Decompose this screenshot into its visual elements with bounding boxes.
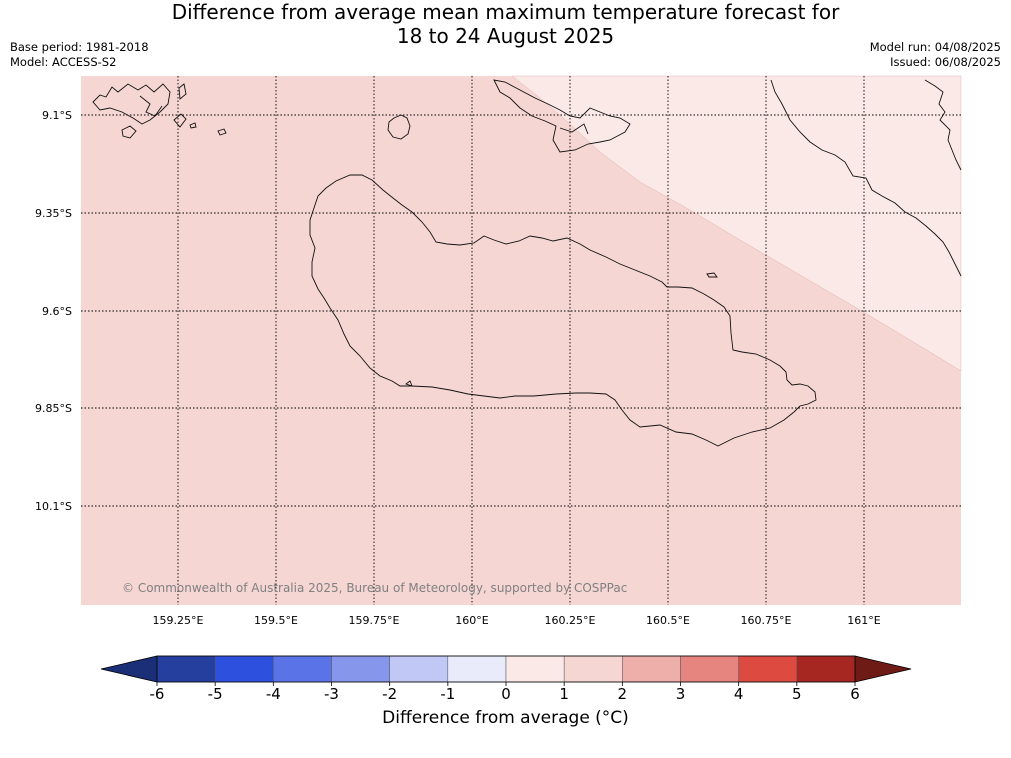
lat-label: 9.1°S <box>42 109 72 122</box>
meta-right: Model run: 04/08/2025 Issued: 06/08/2025 <box>870 40 1001 70</box>
lon-label: 159.25°E <box>153 614 204 627</box>
lon-label: 160.5°E <box>646 614 690 627</box>
russell-islands <box>92 83 171 125</box>
russell-islands-inner <box>139 95 163 117</box>
lon-label: 160.75°E <box>741 614 792 627</box>
lon-label: 161°E <box>847 614 880 627</box>
nggela-inner-channel <box>559 123 589 135</box>
coastlines <box>92 79 962 447</box>
russell-islet-e <box>178 83 187 100</box>
model-run-text: Model run: 04/08/2025 <box>869 40 1001 54</box>
model-text: Model: ACCESS-S2 <box>10 55 117 69</box>
lon-label: 159.5°E <box>254 614 298 627</box>
lat-labels: 9.1°S 9.35°S 9.6°S 9.85°S 10.1°S <box>35 109 72 513</box>
russell-islet-a <box>121 125 137 139</box>
russell-islet-d <box>217 128 227 136</box>
lat-label: 9.85°S <box>35 402 72 415</box>
lat-label: 10.1°S <box>35 500 72 513</box>
title-line-2: 18 to 24 August 2025 <box>396 24 615 48</box>
small-islet-south <box>405 380 413 387</box>
malaita-north <box>924 79 962 171</box>
title-line-1: Difference from average mean maximum tem… <box>171 0 840 24</box>
lon-label: 159.75°E <box>349 614 400 627</box>
graticule <box>81 76 961 605</box>
savo-island <box>387 114 411 140</box>
lat-label: 9.35°S <box>35 207 72 220</box>
lon-label: 160°E <box>455 614 488 627</box>
meta-left: Base period: 1981-2018 Model: ACCESS-S2 <box>10 40 149 70</box>
issued-text: Issued: 06/08/2025 <box>890 55 1001 69</box>
lon-labels: 159.25°E 159.5°E 159.75°E 160°E 160.25°E… <box>153 614 881 627</box>
islet-east <box>706 272 718 278</box>
forecast-map: 159.25°E 159.5°E 159.75°E 160°E 160.25°E… <box>35 75 962 627</box>
chart-title: Difference from average mean maximum tem… <box>0 0 1011 48</box>
russell-islet-c <box>189 122 197 129</box>
nggela-islands <box>493 79 631 153</box>
colorbar-label: Difference from average (°C) <box>382 708 629 728</box>
base-period-text: Base period: 1981-2018 <box>10 40 149 54</box>
zone-0-to-1 <box>511 75 962 372</box>
russell-islet-b <box>173 113 187 128</box>
lat-label: 9.6°S <box>42 305 72 318</box>
guadalcanal-coastline <box>309 174 817 447</box>
copyright-notice: © Commonwealth of Australia 2025, Bureau… <box>122 581 627 595</box>
lon-label: 160.25°E <box>545 614 596 627</box>
malaita-coastline <box>770 79 962 277</box>
